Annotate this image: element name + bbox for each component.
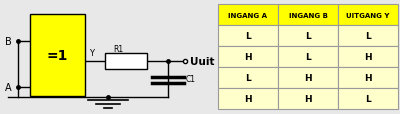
Bar (105, 54, 147, 69)
Bar (218, 47, 278, 67)
Bar (218, 5, 278, 26)
Text: H: H (304, 73, 312, 82)
Text: UITGANG Y: UITGANG Y (346, 12, 390, 18)
Text: Uuit: Uuit (190, 57, 214, 66)
Bar (218, 26, 278, 47)
Text: H: H (364, 53, 372, 61)
Text: H: H (244, 53, 252, 61)
Text: C1: C1 (186, 75, 196, 84)
Text: A: A (5, 82, 11, 92)
Text: INGANG B: INGANG B (288, 12, 328, 18)
Bar (338, 88, 398, 109)
Bar (218, 88, 278, 109)
Bar (278, 67, 338, 88)
Text: H: H (244, 94, 252, 103)
Text: L: L (245, 73, 251, 82)
Text: B: B (5, 37, 11, 47)
Bar (338, 5, 398, 26)
Bar (338, 67, 398, 88)
Text: =1: =1 (47, 49, 68, 62)
Bar (278, 5, 338, 26)
Bar (278, 47, 338, 67)
Text: H: H (304, 94, 312, 103)
Bar (338, 26, 398, 47)
Text: R1: R1 (113, 45, 123, 54)
Text: H: H (364, 73, 372, 82)
Bar (338, 47, 398, 67)
Text: Y: Y (90, 49, 94, 58)
Text: L: L (245, 32, 251, 41)
Text: L: L (305, 53, 311, 61)
Text: L: L (365, 32, 371, 41)
Bar (278, 26, 338, 47)
Text: L: L (305, 32, 311, 41)
Text: L: L (365, 94, 371, 103)
Bar (218, 67, 278, 88)
Text: INGANG A: INGANG A (228, 12, 268, 18)
Bar (30, 15, 85, 96)
Bar (278, 88, 338, 109)
